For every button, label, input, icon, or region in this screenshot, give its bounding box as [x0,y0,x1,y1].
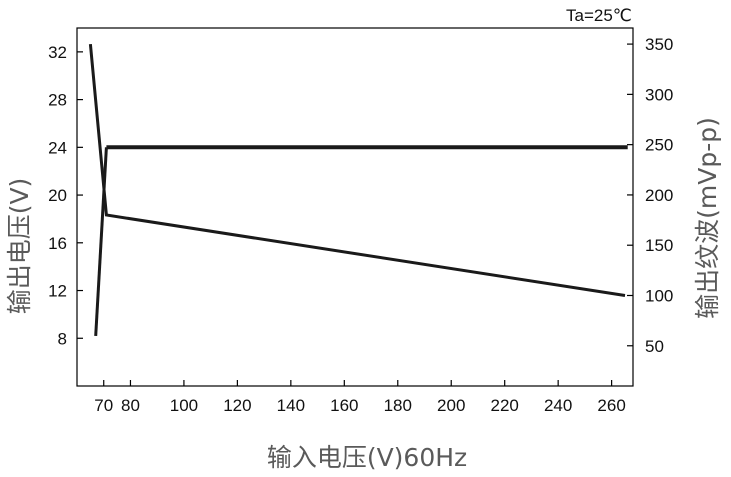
x-tick-label: 70 [94,396,113,415]
y-right-tick-label: 100 [645,286,673,305]
y-left-tick-label: 24 [48,138,67,157]
x-tick-label: 80 [121,396,140,415]
y-left-tick-label: 20 [48,186,67,205]
y-left-tick-label: 32 [48,43,67,62]
y-right-tick-label: 300 [645,85,673,104]
x-tick-label: 200 [437,396,465,415]
x-tick-label: 160 [330,396,358,415]
y-left-tick-label: 28 [48,91,67,110]
x-tick-label: 100 [170,396,198,415]
y-left-axis-title: 输出电压(V) [5,178,34,315]
y-left-tick-label: 16 [48,234,67,253]
x-axis-title: 输入电压(V)60Hz [267,443,467,472]
x-tick-label: 120 [223,396,251,415]
y-left-tick-label: 8 [58,329,67,348]
y-right-tick-label: 250 [645,136,673,155]
y-right-tick-label: 50 [645,337,664,356]
y-left-tick-label: 12 [48,282,67,301]
y-right-tick-label: 350 [645,35,673,54]
x-axis-ticks: 70 80 100 120 140 160 180 200 220 240 260 [94,380,626,415]
y-right-tick-label: 150 [645,236,673,255]
series-line-3 [88,43,626,297]
y-right-axis-title: 输出纹波(mVp-p) [693,117,722,319]
y-left-axis-ticks: 8 12 16 20 24 28 32 [48,43,83,348]
x-tick-label: 220 [491,396,519,415]
series-line-2 [94,147,108,336]
y-right-tick-label: 200 [645,186,673,205]
series-layer [88,43,628,336]
x-tick-label: 240 [544,396,572,415]
temperature-annotation: Ta=25℃ [566,6,632,25]
plot-frame [76,27,634,387]
x-tick-label: 260 [597,396,625,415]
x-tick-label: 140 [277,396,305,415]
x-tick-label: 180 [384,396,412,415]
y-right-axis-ticks: 50 100 150 200 250 300 350 [627,35,673,356]
